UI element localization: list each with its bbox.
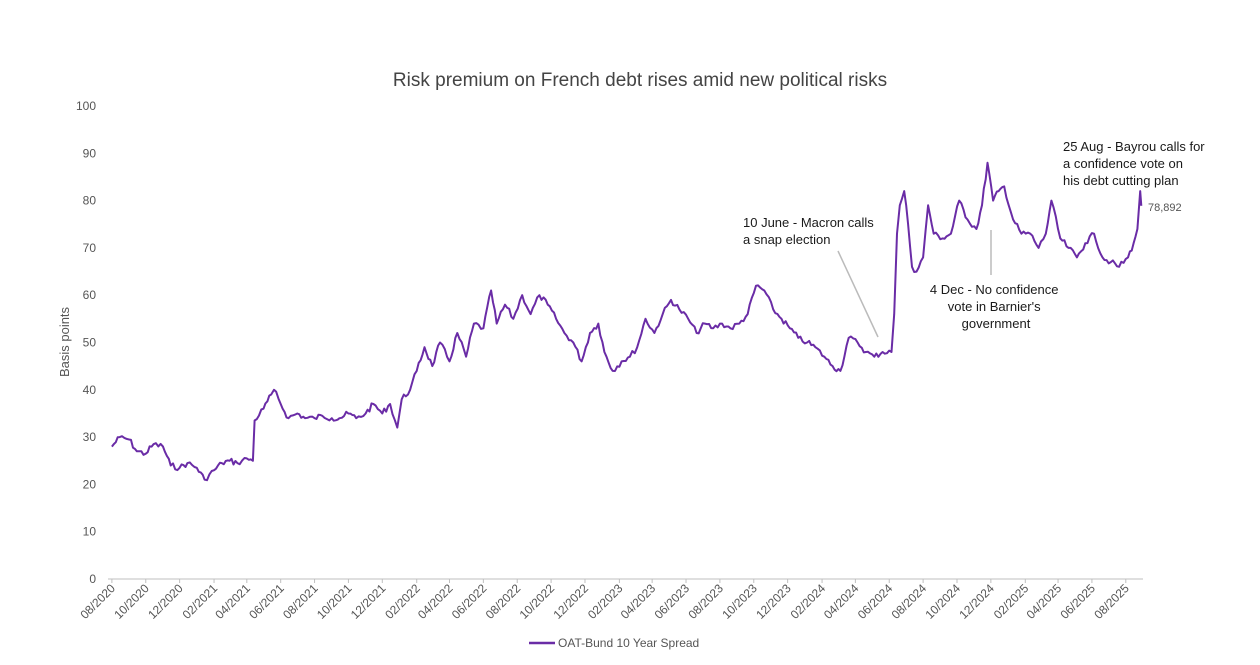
- x-tick-label: 10/2024: [923, 581, 964, 622]
- annotation-barnier: 4 Dec - No confidence vote in Barnier's …: [930, 282, 1062, 331]
- x-tick-label: 06/2022: [449, 581, 490, 622]
- annotation-leaders: [837, 230, 992, 338]
- x-tick-label: 06/2024: [855, 581, 896, 622]
- x-tick-label: 06/2025: [1057, 581, 1098, 622]
- y-tick-label: 40: [83, 383, 97, 397]
- chart-title: Risk premium on French debt rises amid n…: [393, 70, 887, 91]
- x-tick-label: 12/2023: [753, 581, 794, 622]
- x-tick-label: 12/2024: [956, 581, 997, 622]
- x-tick-label: 08/2025: [1091, 581, 1132, 622]
- x-tick-label: 06/2021: [246, 581, 287, 622]
- y-axis: 0 10 20 30 40 50 60 70 80 90 100: [76, 99, 96, 586]
- x-tick-label: 08/2022: [483, 581, 524, 622]
- annotation-macron: 10 June - Macron calls a snap election: [743, 215, 877, 247]
- x-tick-label: 02/2025: [991, 581, 1032, 622]
- x-tick-label: 02/2023: [585, 581, 626, 622]
- x-tick-label: 02/2024: [788, 581, 829, 622]
- x-tick-label: 08/2024: [889, 581, 930, 622]
- y-tick-label: 100: [76, 99, 96, 113]
- annotation-bayrou: 25 Aug - Bayrou calls for a confidence v…: [1063, 139, 1208, 188]
- y-tick-label: 80: [83, 194, 97, 208]
- series-line-oat-bund: [111, 161, 1143, 482]
- x-tick-label: 04/2025: [1024, 581, 1065, 622]
- x-axis: 08/202010/202012/202002/202104/202106/20…: [77, 579, 1132, 622]
- x-tick-label: 08/2023: [685, 581, 726, 622]
- last-value-label: 78,892: [1148, 202, 1182, 214]
- x-tick-label: 08/2021: [280, 581, 321, 622]
- y-tick-label: 70: [83, 241, 97, 255]
- legend: OAT-Bund 10 Year Spread: [529, 636, 699, 650]
- x-tick-label: 06/2023: [652, 581, 693, 622]
- x-tick-label: 10/2020: [111, 581, 152, 622]
- y-tick-label: 30: [83, 430, 97, 444]
- x-tick-label: 12/2022: [551, 581, 592, 622]
- y-tick-label: 50: [83, 336, 97, 350]
- y-tick-label: 10: [83, 525, 97, 539]
- y-tick-label: 60: [83, 288, 97, 302]
- x-tick-label: 02/2021: [180, 581, 221, 622]
- y-axis-title: Basis points: [57, 306, 72, 377]
- y-tick-label: 0: [89, 572, 96, 586]
- x-tick-label: 10/2021: [314, 581, 355, 622]
- x-tick-label: 02/2022: [382, 581, 423, 622]
- legend-label: OAT-Bund 10 Year Spread: [558, 636, 699, 650]
- x-tick-label: 10/2023: [719, 581, 760, 622]
- x-tick-label: 04/2022: [415, 581, 456, 622]
- annotations: 10 June - Macron calls a snap election 4…: [743, 139, 1208, 331]
- y-tick-label: 20: [83, 477, 97, 491]
- x-tick-label: 08/2020: [77, 581, 118, 622]
- x-tick-label: 10/2022: [517, 581, 558, 622]
- x-tick-label: 04/2023: [618, 581, 659, 622]
- x-tick-label: 12/2021: [348, 581, 389, 622]
- annotation-leader-macron: [837, 250, 879, 338]
- y-tick-label: 90: [83, 146, 97, 160]
- x-tick-label: 12/2020: [145, 581, 186, 622]
- x-tick-label: 04/2024: [821, 581, 862, 622]
- x-tick-label: 04/2021: [212, 581, 253, 622]
